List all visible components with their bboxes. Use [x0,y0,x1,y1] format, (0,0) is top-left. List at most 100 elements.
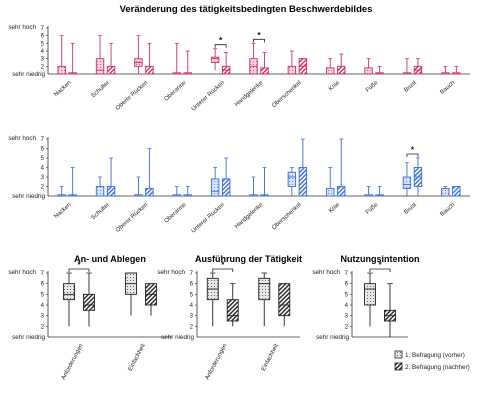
y-tick-label: 6 [190,282,194,288]
category-label: Füße [365,80,380,94]
box-after [260,67,269,75]
box-after [106,186,116,197]
significance-bracket [68,268,90,272]
significance-marker: * [219,36,223,45]
y-tick-label: 4 [41,49,45,55]
y-tick-label: 3 [41,175,45,181]
box-after [278,283,291,317]
legend-swatch-before [394,350,403,359]
significance-bracket [406,153,419,157]
panel-top: 23 4 56 7 sehr hoch sehr niedrig Nacken Schulte… [8,24,470,113]
axis-low-label: sehr niedrig [12,334,45,341]
box-before [57,65,66,75]
category-label: Unterer Rücken [191,80,226,113]
category-label: Schulter [91,202,111,221]
y-tick-label: 4 [345,303,349,309]
y-tick-label: 6 [345,282,349,288]
legend-swatch-after [394,362,403,371]
category-label: Oberer Rücken [115,80,149,112]
significance-bracket [369,268,391,272]
box-after [452,186,461,197]
axis-high-label: sehr hoch [8,135,36,142]
box-after [145,65,154,75]
y-tick-label: 6 [41,147,45,153]
panel-nutzungsintention: Nutzungsintention 2 3 4 5 6 7 sehr hoch sehr nie… [312,254,419,341]
box-after [83,293,95,311]
category-label: Knie [328,202,341,215]
y-tick-label: 7 [345,271,349,277]
significance-marker: * [77,261,81,270]
panel-title: Nutzungsintention [341,254,420,264]
category-label: Nacken [53,80,72,98]
box-before [364,283,376,306]
significance-marker: * [378,261,382,270]
y-tick-label: 7 [190,271,194,277]
panel-title: Ausführung der Tätigkeit [195,254,302,264]
axis-high-label: sehr hoch [312,269,340,276]
category-label: Einfachheit [128,343,147,372]
category-label: Brust [403,202,418,216]
box-before [258,277,271,301]
y-tick-label: 2 [41,64,45,70]
category-label: Knie [328,80,341,93]
category-label: Füße [365,202,380,216]
category-label: Oberer Rücken [115,202,149,234]
axis-low-label: sehr niedrig [12,71,45,78]
box-before [95,58,105,75]
y-tick-label: 5 [41,292,45,298]
y-tick-label: 3 [41,57,45,63]
y-tick-label: 2 [190,324,194,330]
box-before [95,186,105,197]
box-before [287,65,297,75]
y-tick-label: 2 [345,324,349,330]
y-tick-label: 7 [41,26,45,32]
box-after [221,178,231,197]
box-after [145,187,154,197]
category-label: Oberarme [164,80,189,103]
box-before [402,176,412,189]
axis-high-label: sehr hoch [157,269,185,276]
category-label: Anforderungen [61,343,85,381]
axis-low-label: sehr niedrig [161,334,194,341]
y-tick-label: 7 [41,137,45,143]
y-tick-label: 3 [345,314,349,320]
significance-bracket [212,268,234,272]
y-tick-label: 3 [190,314,194,320]
category-label: Handgelenke [234,80,265,109]
y-tick-label: 5 [41,156,45,162]
axis-low-label: sehr niedrig [316,334,349,341]
category-label: Brust [403,80,418,94]
significance-marker: * [411,146,415,155]
box-before [441,187,450,197]
category-label: Handgelenke [234,202,265,231]
category-label: Nacken [53,202,72,220]
box-before [63,283,75,301]
y-tick-label: 6 [41,34,45,40]
y-tick-label: 7 [41,271,45,277]
legend-label-after: 2. Befragung (nachher) [405,364,470,371]
box-before [210,56,220,63]
panel-an-ablegen: An- und Ablegen 2 3 4 5 6 7 sehr hoch sehr niedr… [8,254,172,381]
box-after [226,299,239,322]
category-label: Oberschenkel [271,202,303,231]
significance-bracket [253,38,265,43]
category-label: Oberschenkel [271,80,303,109]
category-label: Unterer Rücken [191,202,226,235]
y-tick-label: 4 [41,166,45,172]
axis-high-label: sehr hoch [8,24,36,31]
category-label: Bauch [439,202,456,218]
significance-marker: * [257,31,261,40]
category-label: Oberarme [164,202,189,225]
legend-label-before: 1. Befragung (vorher) [405,352,465,359]
box-after [106,65,116,75]
legend: 1. Befragung (vorher) 2. Befragung (nach… [394,350,470,371]
y-tick-label: 2 [41,185,45,191]
y-tick-label: 4 [190,303,194,309]
significance-bracket [214,44,227,48]
axis-low-label: sehr niedrig [12,193,45,200]
category-label: Bauch [439,80,456,96]
y-tick-label: 3 [41,314,45,320]
box-before [326,67,335,75]
y-tick-label: 2 [41,324,45,330]
category-label: Schulter [91,80,111,99]
